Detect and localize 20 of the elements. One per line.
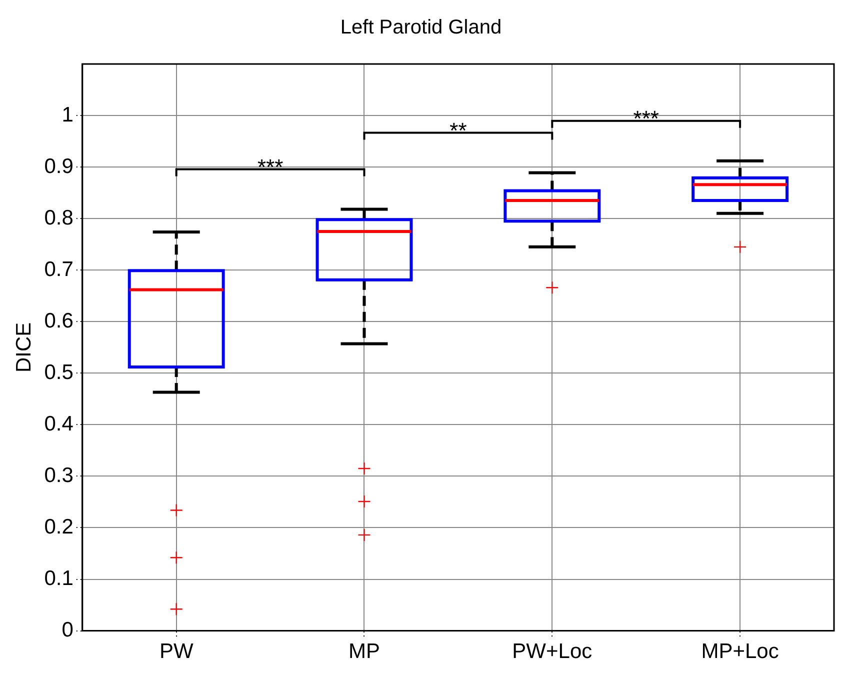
annotation: *** <box>633 106 660 131</box>
x-tick-label: PW <box>159 640 194 664</box>
chart-title: Left Parotid Gland <box>340 16 502 39</box>
y-tick-label: 0.2 <box>44 516 74 539</box>
y-axis-title: DICE <box>12 322 36 372</box>
x-tick-label: MP+Loc <box>701 640 779 664</box>
y-tick-label: 0.1 <box>44 567 74 590</box>
y-tick-label: 0 <box>62 618 74 642</box>
y-tick-label: 0.5 <box>44 360 74 384</box>
annotation: ** <box>450 118 468 143</box>
y-tick-label: 0.7 <box>44 258 74 281</box>
y-tick-label: 0.3 <box>44 464 74 488</box>
y-tick-label: 1 <box>62 103 74 126</box>
annotation: *** <box>257 154 284 180</box>
y-tick-label: 0.6 <box>44 309 74 332</box>
y-tick-label: 0.9 <box>44 154 74 178</box>
y-tick-label: 0.8 <box>44 206 74 230</box>
y-tick-label: 0.4 <box>44 412 74 436</box>
x-tick-label: MP <box>348 640 380 664</box>
x-tick-label: PW+Loc <box>512 640 592 664</box>
